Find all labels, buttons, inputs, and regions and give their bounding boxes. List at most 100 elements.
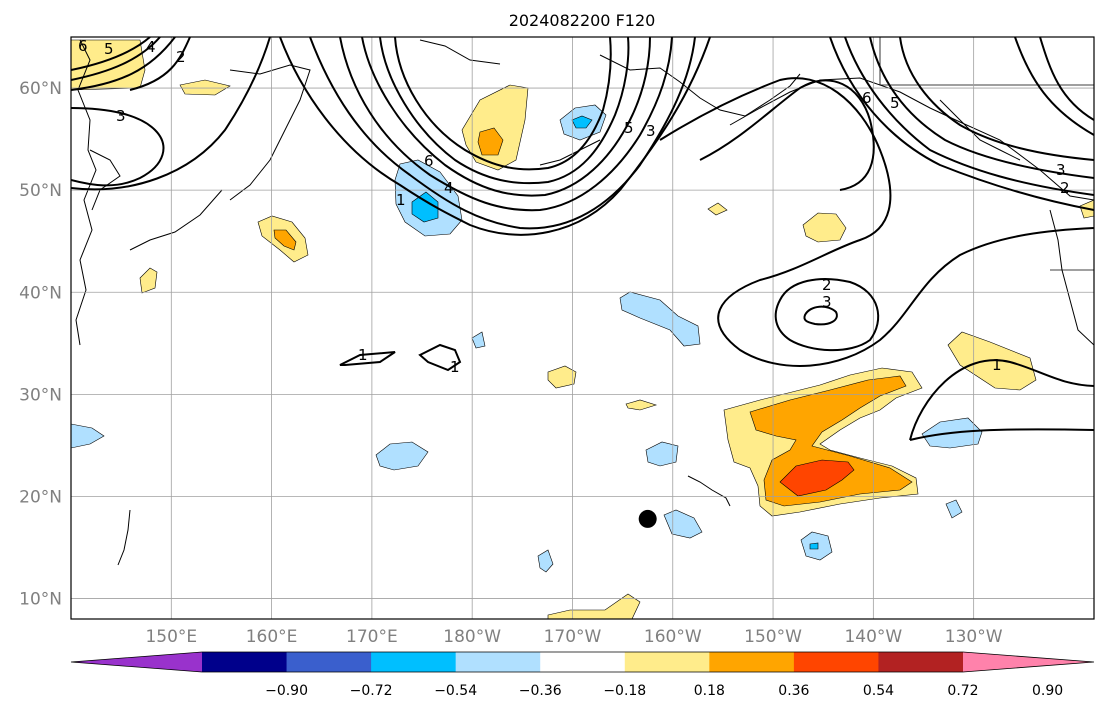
lon-label: 140°W [844,627,902,647]
shade-region [779,459,855,497]
colorbar-tick-label: −0.90 [265,683,308,699]
shade-region [139,267,158,294]
coastline [599,54,801,117]
contour-label: 4 [146,38,156,56]
longitude-labels: 150°E 160°E 170°E 180°W 170°W 160°W 150°… [145,627,1002,647]
contour-label: 5 [104,40,114,58]
contour-line [309,37,696,230]
contour-line [774,278,880,352]
colorbar [70,651,1095,673]
lon-label: 170°W [544,627,602,647]
contour-line [361,37,651,197]
lat-label: 50°N [19,181,62,201]
colorbar-extend-min [71,652,202,672]
coastline [1049,209,1094,346]
coastline [117,509,131,566]
contour-line [339,351,396,366]
colorbar-segment [709,652,795,672]
shade-region [945,499,963,519]
contour-label: 2 [1060,179,1070,197]
contour-line [844,37,1094,196]
coastline [89,149,121,211]
shade-region [537,549,554,573]
contour-line [909,359,1094,441]
contour-label: 5 [890,94,900,112]
colorbar-tick-label: 0.36 [778,683,809,699]
shade-region [571,115,593,129]
colorbar-outline [70,651,1095,673]
colorbar-tick-label: 0.18 [694,683,725,699]
contour-line [129,37,191,91]
contour-label: 1 [358,346,368,364]
storm-position-marker [638,509,657,528]
contour-line [1014,37,1094,136]
shade-region [619,291,701,347]
shade-region [547,593,641,619]
shade-region [71,423,105,449]
contour-label: 5 [624,119,634,137]
contour-labels: 6 5 4 2 3 6 4 1 5 3 2 3 1 1 6 5 3 2 1 [78,37,1070,376]
colorbar-tick-label: 0.72 [947,683,978,699]
contour-label: 2 [822,276,832,294]
contour-line [829,37,1094,211]
contour-label: 3 [1056,161,1066,179]
coastline [539,139,601,166]
colorbar-tick-label: −0.72 [350,683,393,699]
contour-line [803,305,838,326]
contour-line [71,37,151,71]
lat-label: 40°N [19,283,62,303]
height-contours [71,37,1094,441]
contour-label: 1 [396,191,406,209]
contour-line [394,37,612,171]
colorbar-segment [286,652,372,672]
lat-label: 20°N [19,487,62,507]
lon-label: 130°W [945,627,1003,647]
colorbar-segment [455,652,541,672]
contour-line [339,37,673,212]
colorbar-segment [540,652,626,672]
lon-label: 160°E [246,627,298,647]
contour-label: 6 [424,152,434,170]
contour-line [869,37,1094,179]
contour-line [379,37,630,185]
coastline [687,475,731,507]
contour-line [1039,37,1094,121]
contour-line [71,37,271,191]
colorbar-segment [793,652,879,672]
coastline [939,99,1021,161]
contour-line [899,37,1094,161]
contour-label: 4 [444,179,454,197]
colorbar-tick-label: −0.18 [603,683,646,699]
coastline [729,77,1094,201]
shade-region [375,441,429,471]
lon-label: 170°E [346,627,398,647]
shade-region [411,191,439,223]
contour-label: 3 [646,122,656,140]
colorbar-tick-label: −0.36 [519,683,562,699]
shade-region [547,365,577,389]
colorbar-segment [371,652,457,672]
contour-line [418,343,462,372]
contour-line [909,428,1094,441]
colorbar-tick-label: 0.54 [863,683,894,699]
negative-anomaly-shading [71,104,983,573]
contour-line [71,107,165,187]
coastline [229,64,311,201]
shade-region [273,229,297,251]
lat-label: 10°N [19,590,62,610]
colorbar-tick-label: −0.54 [434,683,477,699]
shade-region [809,542,819,550]
colorbar-extend-max [963,652,1094,672]
map-title: 2024082200 F120 [509,11,656,30]
border [879,37,1094,86]
contour-line [71,37,176,91]
lon-label: 150°W [744,627,802,647]
coastline [419,39,501,65]
contour-label: 3 [116,107,126,125]
map-frame [70,36,1095,620]
shade-region [477,127,504,156]
lon-label: 150°E [145,627,197,647]
contour-label: 1 [450,358,460,376]
colorbar-labels: −0.90 −0.72 −0.54 −0.36 −0.18 0.18 0.36 … [265,683,1063,699]
